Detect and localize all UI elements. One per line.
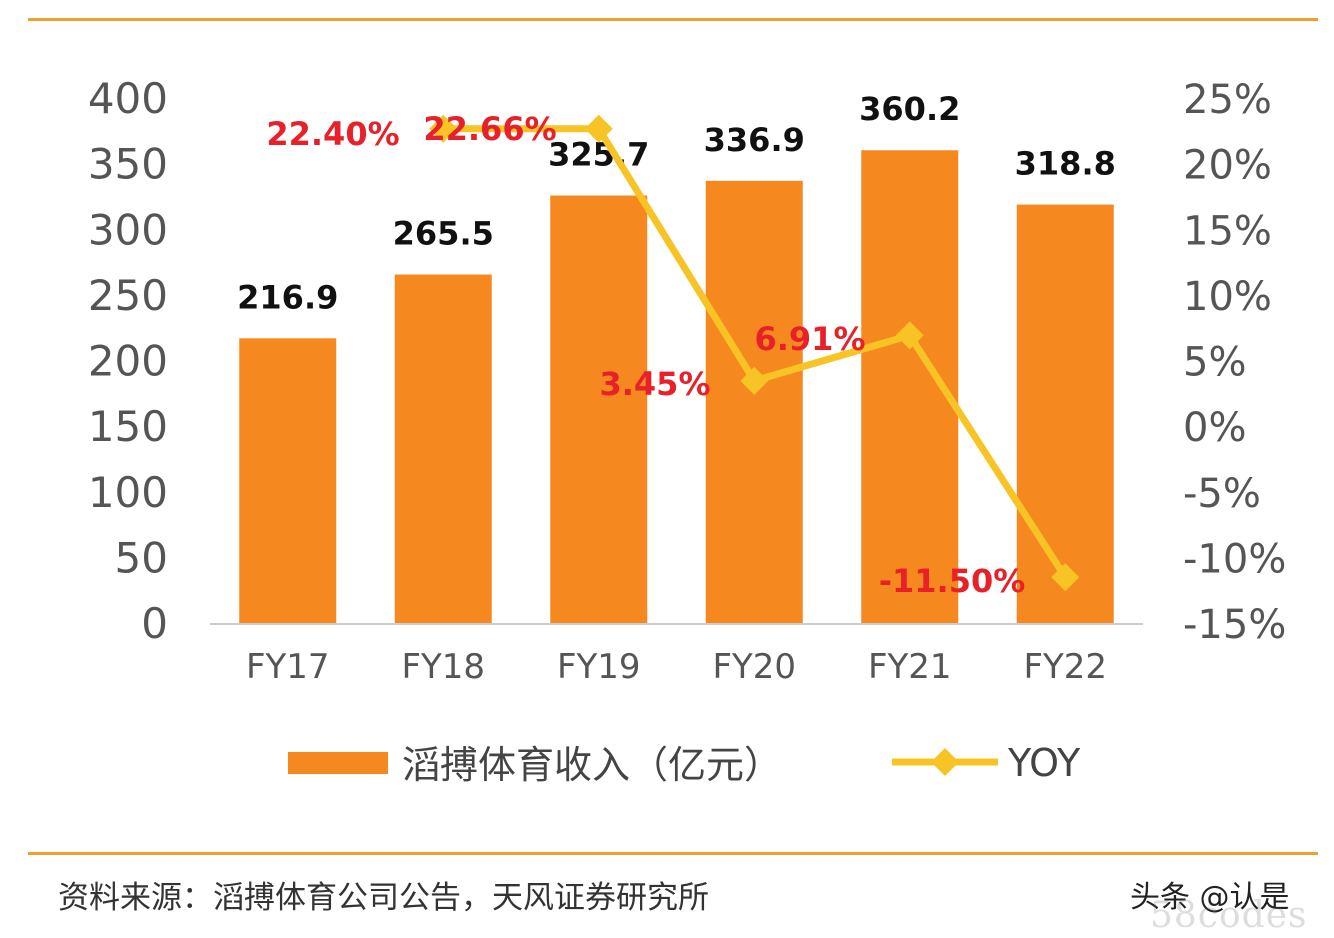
legend-line-label: YOY <box>1007 741 1081 785</box>
y2-tick-label: -10% <box>1183 536 1286 582</box>
source-note: 资料来源：滔搏体育公司公告，天风证券研究所 <box>58 880 709 916</box>
bar <box>550 195 648 624</box>
yoy-point-marker <box>895 321 924 350</box>
bar-value-label: 318.8 <box>1015 145 1116 183</box>
y2-tick-label: 5% <box>1183 340 1246 386</box>
y2-tick-label: 0% <box>1183 405 1246 451</box>
y-tick-label: 350 <box>88 140 168 189</box>
bar-value-label: 336.9 <box>704 121 805 159</box>
x-tick-label: FY22 <box>1023 647 1107 687</box>
watermark-text: 头条 @认是 <box>1130 880 1290 915</box>
revenue-yoy-chart: 400 350 300 250 200 150 100 50 0 25% 20% 15% 10% 5% 0%… <box>88 74 1287 787</box>
x-tick-label: FY21 <box>868 647 952 687</box>
yoy-point-marker <box>584 114 613 143</box>
bar-value-label: 360.2 <box>859 90 960 128</box>
y-tick-label: 250 <box>88 271 168 320</box>
yoy-value-label: -11.50% <box>879 562 1026 600</box>
x-tick-label: FY18 <box>401 647 485 687</box>
bar <box>705 180 803 623</box>
y2-tick-label: 10% <box>1183 274 1272 320</box>
yoy-point-marker <box>740 366 769 395</box>
x-tick-label: FY17 <box>246 647 330 687</box>
y-tick-label: 150 <box>88 402 168 451</box>
bottom-rule <box>28 852 1318 855</box>
y-tick-label: 50 <box>115 533 168 582</box>
bar <box>1016 204 1114 623</box>
legend-line-marker <box>931 748 959 776</box>
y-tick-label: 0 <box>141 599 168 648</box>
y2-tick-label: 15% <box>1183 208 1272 254</box>
y-tick-label: 300 <box>88 205 168 254</box>
bar-value-label: 216.9 <box>237 278 338 316</box>
y2-tick-label: 25% <box>1183 77 1272 123</box>
yoy-point-marker <box>429 114 458 143</box>
yoy-value-label: 3.45% <box>599 365 710 403</box>
y2-tick-label: -15% <box>1183 602 1286 648</box>
yoy-point-marker <box>1051 563 1080 592</box>
bar <box>239 338 337 623</box>
y-tick-label: 100 <box>88 468 168 517</box>
x-tick-label: FY19 <box>557 647 641 687</box>
x-tick-label: FY20 <box>712 647 796 687</box>
bar <box>394 274 492 623</box>
legend-bar-label: 滔搏体育收入（亿元） <box>402 743 782 787</box>
yoy-value-label: 22.40% <box>266 115 399 153</box>
bar-value-label: 265.5 <box>393 215 494 253</box>
y2-tick-label: 20% <box>1183 143 1272 189</box>
yoy-value-label: 6.91% <box>754 320 865 358</box>
legend-bar-swatch <box>288 752 388 774</box>
y-tick-label: 400 <box>88 74 168 123</box>
top-rule <box>28 18 1318 21</box>
y-tick-label: 200 <box>88 337 168 386</box>
y2-tick-label: -5% <box>1183 471 1261 517</box>
watermark-logo: 58codes <box>1150 895 1308 936</box>
yoy-value-label: 22.66% <box>423 110 556 148</box>
